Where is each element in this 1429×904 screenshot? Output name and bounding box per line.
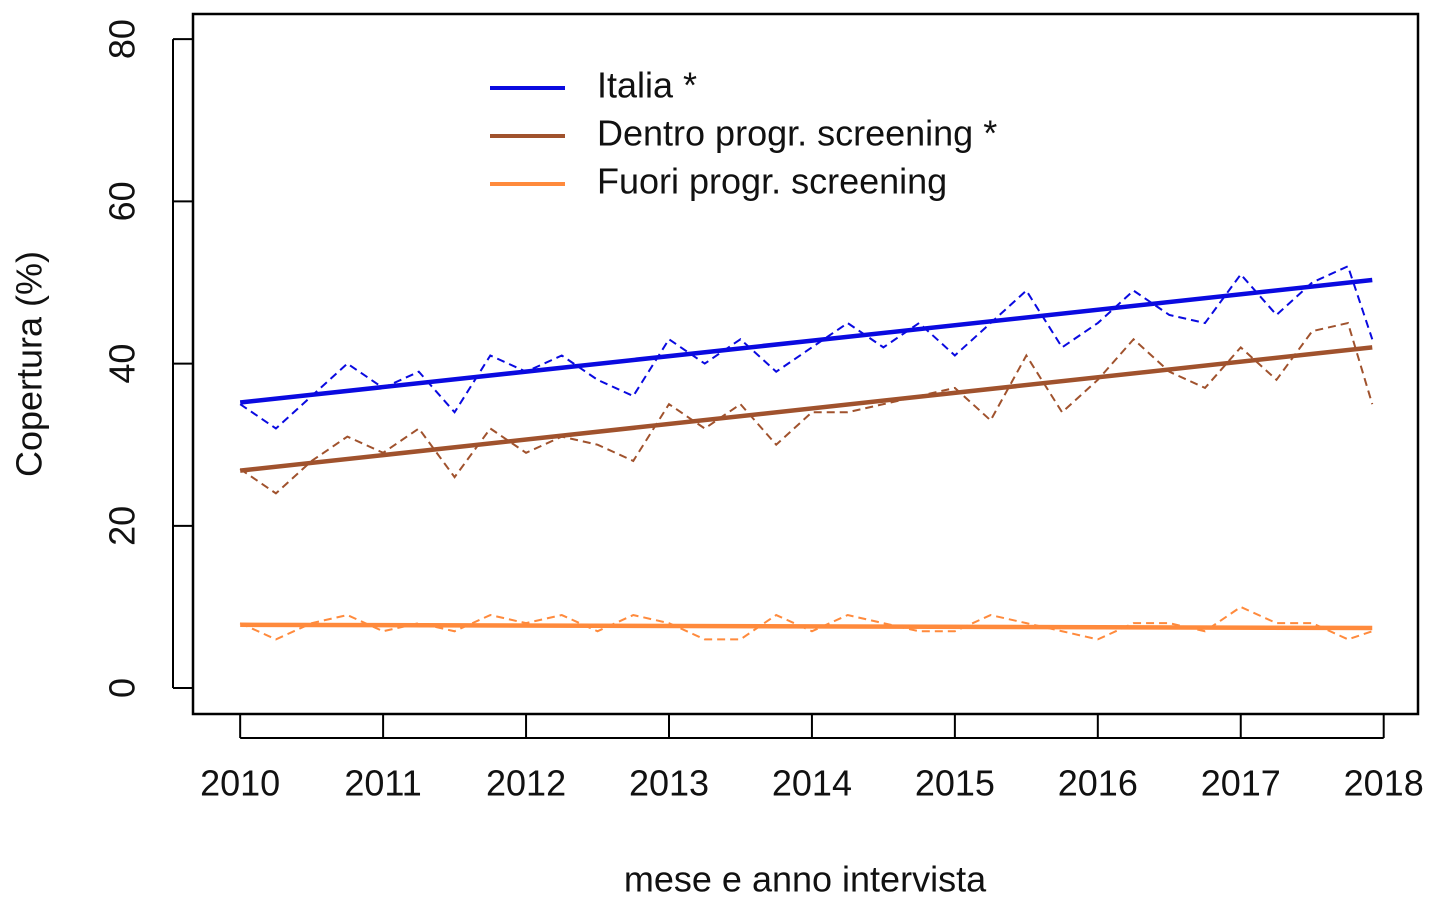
- y-axis-label: Copertura (%): [9, 251, 50, 477]
- trend-line: [239, 277, 1373, 405]
- x-tick-label: 2013: [629, 763, 709, 804]
- x-tick-label: 2016: [1058, 763, 1138, 804]
- y-tick-label: 80: [102, 19, 143, 59]
- y-tick-label: 20: [102, 506, 143, 546]
- x-axis-label: mese e anno intervista: [624, 859, 987, 899]
- trend-line: [240, 622, 1373, 631]
- x-tick-label: 2017: [1201, 763, 1281, 804]
- x-tick-label: 2015: [915, 763, 995, 804]
- x-tick-label: 2014: [772, 763, 852, 804]
- x-tick-label: 2018: [1344, 763, 1424, 804]
- legend-label: Fuori progr. screening: [597, 161, 947, 202]
- x-tick-label: 2010: [200, 763, 280, 804]
- y-tick-label: 0: [102, 678, 143, 698]
- x-tick-label: 2012: [486, 763, 566, 804]
- trend-line: [239, 345, 1373, 473]
- x-tick-label: 2011: [344, 763, 421, 804]
- legend-label: Dentro progr. screening *: [597, 113, 997, 154]
- y-tick-label: 40: [102, 344, 143, 384]
- data-line: [239, 605, 1373, 641]
- legend-label: Italia *: [597, 65, 697, 106]
- data-line: [239, 321, 1374, 495]
- data-line: [239, 264, 1374, 430]
- y-tick-label: 60: [102, 181, 143, 221]
